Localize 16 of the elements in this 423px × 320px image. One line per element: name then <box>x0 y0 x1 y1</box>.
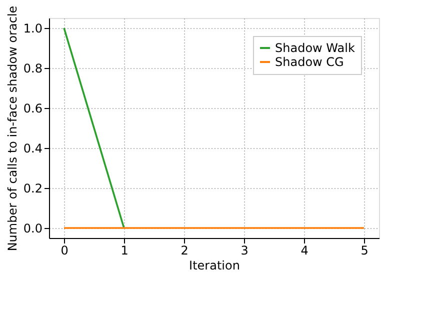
x-tick-label: 0 <box>60 244 68 258</box>
x-tick-label: 5 <box>360 244 368 258</box>
y-tick-label: 0.2 <box>23 182 42 196</box>
y-axis-title: Number of calls to in-face shadow oracle <box>5 6 20 252</box>
legend-label: Shadow CG <box>275 55 344 69</box>
legend-label: Shadow Walk <box>275 41 355 55</box>
x-axis-title: Iteration <box>189 258 240 272</box>
x-tick-label: 4 <box>300 244 308 258</box>
y-tick-label: 0.8 <box>23 62 42 76</box>
y-tick-label: 0.6 <box>23 102 42 116</box>
x-tick-label: 1 <box>120 244 128 258</box>
x-tick-label: 2 <box>180 244 188 258</box>
y-tick-label: 0.4 <box>23 142 42 156</box>
x-tick-label: 3 <box>240 244 248 258</box>
y-tick-label: 1.0 <box>23 22 42 36</box>
y-tick-label: 0.0 <box>23 222 42 236</box>
